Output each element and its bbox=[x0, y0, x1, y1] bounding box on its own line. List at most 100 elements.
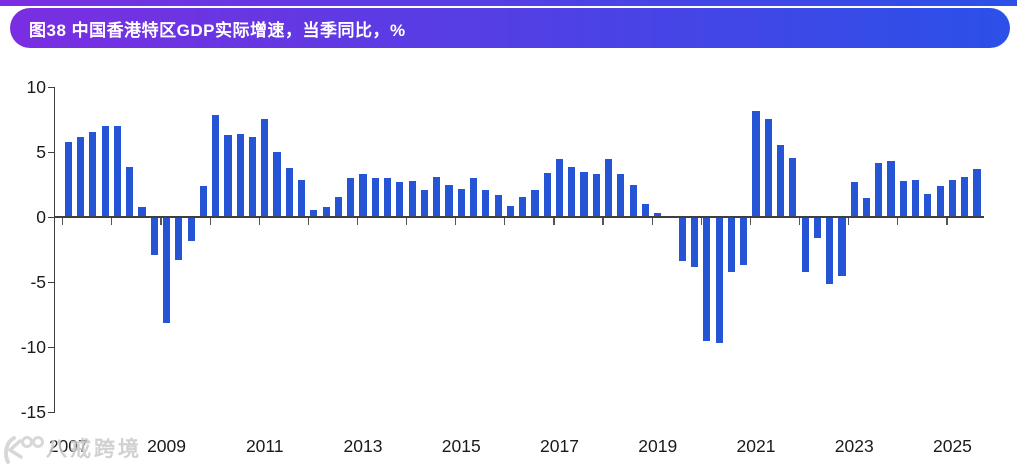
x-axis-tick bbox=[258, 218, 260, 226]
x-axis-tick bbox=[946, 218, 948, 226]
bar bbox=[89, 131, 97, 218]
bar bbox=[285, 167, 293, 218]
bar bbox=[359, 174, 367, 218]
bar bbox=[310, 209, 318, 218]
x-axis-zero-line bbox=[53, 216, 984, 219]
x-tick-label: 2015 bbox=[441, 436, 481, 456]
bar bbox=[383, 178, 392, 218]
bar bbox=[519, 196, 527, 218]
bar bbox=[76, 136, 85, 218]
bar bbox=[617, 174, 625, 218]
y-axis-spine bbox=[53, 87, 55, 413]
bar bbox=[862, 197, 871, 218]
bar bbox=[162, 217, 171, 323]
bar bbox=[936, 186, 944, 218]
bar bbox=[187, 217, 195, 241]
bar bbox=[347, 178, 355, 218]
bar bbox=[457, 188, 465, 218]
x-axis-tick bbox=[111, 218, 113, 226]
x-tick-label: 2025 bbox=[932, 436, 972, 456]
bar bbox=[568, 166, 576, 218]
bar bbox=[273, 152, 281, 218]
x-axis-tick bbox=[455, 218, 457, 226]
bar bbox=[494, 195, 502, 218]
bar bbox=[961, 177, 969, 218]
bar bbox=[838, 217, 846, 276]
x-axis-tick bbox=[848, 218, 850, 226]
bar bbox=[199, 186, 207, 218]
x-axis-tick bbox=[897, 218, 899, 226]
x-axis-tick bbox=[160, 218, 162, 226]
bar bbox=[580, 171, 588, 218]
y-tick-label: -15 bbox=[20, 402, 46, 423]
y-axis-tick bbox=[47, 346, 55, 349]
figure-title: 图38 中国香港特区GDP实际增速，当季同比，% bbox=[29, 20, 406, 40]
x-axis-tick bbox=[553, 218, 555, 226]
bar bbox=[322, 206, 330, 218]
bar bbox=[912, 179, 920, 218]
x-axis-tick bbox=[356, 218, 359, 226]
bar bbox=[150, 217, 158, 255]
x-axis-tick bbox=[62, 218, 64, 226]
bar bbox=[973, 169, 981, 218]
bar bbox=[813, 217, 821, 239]
bar bbox=[469, 178, 478, 218]
bar bbox=[740, 217, 748, 266]
x-axis-tick bbox=[651, 218, 653, 226]
y-tick-label: 0 bbox=[36, 207, 46, 228]
bar bbox=[126, 166, 134, 218]
x-axis-tick bbox=[209, 218, 211, 226]
bar bbox=[629, 184, 637, 218]
bar bbox=[875, 162, 883, 218]
x-axis-tick bbox=[749, 218, 752, 226]
figure-title-bar: 图38 中国香港特区GDP实际增速，当季同比，% bbox=[10, 8, 1010, 48]
y-tick-label: 5 bbox=[36, 142, 46, 163]
bar bbox=[727, 217, 735, 272]
bar bbox=[887, 161, 895, 218]
bar bbox=[531, 190, 539, 218]
bar bbox=[826, 217, 834, 284]
bar bbox=[678, 217, 686, 262]
bar bbox=[592, 174, 600, 218]
bar bbox=[261, 118, 269, 218]
bar bbox=[555, 158, 564, 218]
bar bbox=[396, 182, 404, 218]
bar bbox=[948, 179, 957, 218]
x-axis-tick bbox=[307, 218, 309, 226]
bar bbox=[764, 118, 772, 218]
bar bbox=[506, 205, 514, 218]
y-axis-tick bbox=[47, 411, 55, 414]
bar bbox=[715, 217, 723, 344]
top-strip bbox=[0, 0, 1017, 6]
y-axis-tick bbox=[47, 151, 55, 154]
x-tick-label: 2021 bbox=[736, 436, 776, 456]
bar bbox=[420, 190, 428, 218]
y-axis-tick bbox=[47, 216, 55, 219]
bar bbox=[445, 184, 453, 218]
bar bbox=[654, 213, 662, 218]
bar bbox=[224, 135, 232, 218]
x-axis-tick bbox=[700, 218, 702, 226]
y-tick-label: -5 bbox=[30, 272, 46, 293]
x-tick-label: 2013 bbox=[343, 436, 383, 456]
bar bbox=[789, 157, 797, 218]
bar bbox=[801, 217, 809, 272]
bar bbox=[64, 141, 72, 218]
bar bbox=[334, 196, 343, 218]
bar bbox=[113, 126, 121, 218]
bar bbox=[408, 180, 416, 218]
bar bbox=[138, 206, 146, 218]
x-tick-label: 2009 bbox=[147, 436, 186, 456]
x-axis-tick bbox=[798, 218, 801, 226]
bar bbox=[371, 178, 379, 218]
x-tick-label: 2007 bbox=[48, 436, 88, 456]
bar bbox=[776, 144, 785, 218]
x-tick-label: 2019 bbox=[638, 436, 678, 456]
bar bbox=[752, 110, 760, 218]
bar bbox=[433, 177, 441, 218]
bar bbox=[924, 193, 932, 218]
bar bbox=[605, 158, 613, 218]
y-tick-label: 10 bbox=[26, 77, 46, 98]
bar bbox=[101, 126, 109, 218]
